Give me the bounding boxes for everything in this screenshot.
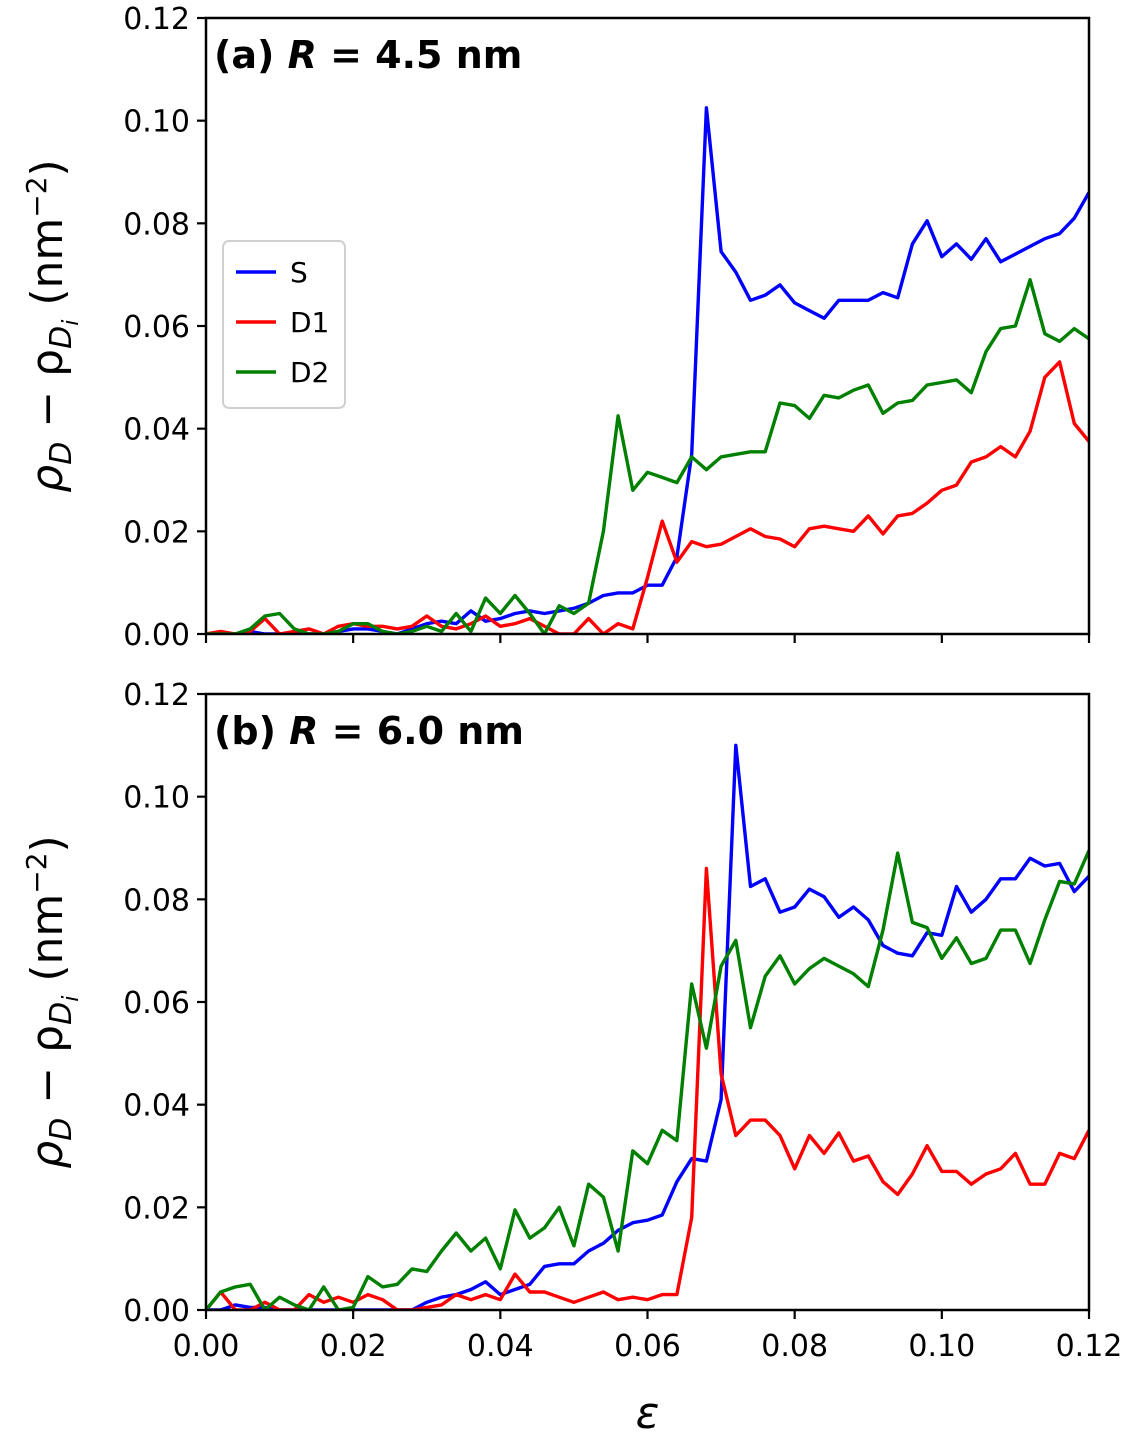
panel-a: 0.00 0.02 0.04 0.06 0.08 0.10 0.12 (a) R = 4.5 … [20, 2, 1091, 653]
y-tick-label: 0.06 [123, 986, 190, 1021]
y-label-sub-i: i [59, 320, 84, 326]
panel-title: (a) R = 4.5 nm [214, 33, 522, 77]
x-tick-label: 0.00 [173, 1329, 240, 1364]
y-tick-label: 0.10 [123, 781, 190, 816]
y-tick-label: 0.02 [123, 515, 190, 550]
panel-title-prefix: (a) [214, 33, 288, 77]
y-tick-label: 0.02 [123, 1191, 190, 1226]
panel-title-prefix: (b) [214, 709, 289, 753]
y-tick-label: 0.00 [123, 1294, 190, 1329]
x-tick-label: 0.06 [614, 1329, 681, 1364]
series-line-d2 [206, 849, 1089, 1310]
y-tick-label: 0.12 [123, 678, 190, 713]
x-tick-label: 0.08 [761, 1329, 828, 1364]
x-tick-label: 0.02 [320, 1329, 387, 1364]
plot-frame [204, 692, 1091, 1312]
legend: S D1 D2 [222, 240, 346, 409]
panel-title: (b) R = 6.0 nm [214, 709, 524, 753]
y-tick-label: 0.06 [123, 310, 190, 345]
y-label-close: ) [22, 159, 73, 176]
x-axis-label: ε [636, 1388, 660, 1439]
y-label-sub-i: i [59, 996, 84, 1002]
legend-label-d2: D2 [290, 356, 329, 389]
y-tick-label: 0.08 [123, 207, 190, 242]
x-tick-label: 0.10 [908, 1329, 975, 1364]
series-line-s [206, 743, 1089, 1310]
y-label-sub-d: D [44, 1118, 79, 1141]
y-label-minus-rho: − ρ [22, 349, 73, 442]
legend-label-d1: D1 [290, 306, 329, 339]
y-tick-label: 0.12 [123, 2, 190, 37]
y-label-rho: ρ [22, 465, 73, 493]
y-tick-label: 0.08 [123, 883, 190, 918]
y-label-close: ) [22, 835, 73, 852]
y-label-rho: ρ [22, 1141, 73, 1169]
series-line-s [206, 106, 1089, 634]
series-line-d1 [206, 866, 1089, 1310]
legend-box [222, 240, 346, 409]
y-label-minus-rho: − ρ [22, 1025, 73, 1118]
y-label-sub-d: D [44, 1002, 79, 1025]
panel-b: 0.00 0.02 0.04 0.06 0.08 0.10 0.12 0.00 0.02 0.04… [20, 678, 1122, 1364]
panel-title-variable: R [289, 709, 318, 753]
y-label-sub-d: D [44, 326, 79, 349]
legend-label-s: S [290, 256, 308, 289]
panel-title-variable: R [288, 33, 317, 77]
y-tick-label: 0.10 [123, 105, 190, 140]
y-axis-label: ρD − ρDi (nm−2) [20, 159, 84, 492]
y-label-units: (nm [22, 218, 73, 320]
y-label-exponent: −2 [20, 852, 53, 893]
x-tick-label: 0.12 [1056, 1329, 1123, 1364]
y-label-exponent: −2 [20, 176, 53, 217]
series-line-d2 [206, 278, 1089, 634]
y-label-units: (nm [22, 894, 73, 996]
panel-title-suffix: = 6.0 nm [318, 709, 524, 753]
panel-title-suffix: = 4.5 nm [317, 33, 523, 77]
y-axis-label: ρD − ρDi (nm−2) [20, 835, 84, 1168]
y-label-sub-d: D [44, 442, 79, 465]
y-tick-label: 0.04 [123, 1089, 190, 1124]
x-tick-label: 0.04 [467, 1329, 534, 1364]
y-tick-label: 0.04 [123, 413, 190, 448]
y-tick-label: 0.00 [123, 618, 190, 653]
